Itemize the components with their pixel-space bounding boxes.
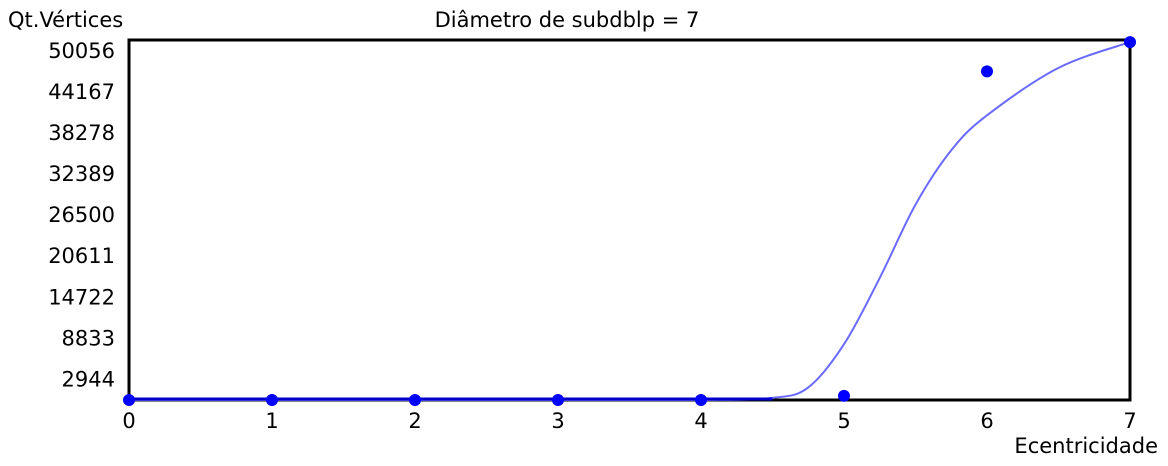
chart-title: Diâmetro de subdblp = 7	[435, 8, 700, 32]
y-tick-labels: 2944 8833 14722 20611 26500 32389 38278 44167 50…	[48, 39, 115, 392]
y-axis-label: Qt.Vértices	[8, 8, 123, 32]
y-tick-label: 50056	[48, 39, 115, 63]
x-tick-label: 4	[694, 409, 707, 433]
x-tick-label: 3	[551, 409, 564, 433]
plot-frame	[127, 38, 1132, 402]
x-tick-label: 5	[837, 409, 850, 433]
fitted-curve	[129, 41, 1131, 402]
x-tick-label: 0	[122, 409, 135, 433]
y-tick-label: 38278	[48, 121, 115, 145]
x-tick-label: 6	[980, 409, 993, 433]
y-tick-label: 26500	[48, 203, 115, 227]
data-point	[123, 394, 135, 406]
x-tick-label: 7	[1123, 409, 1136, 433]
data-point	[695, 394, 707, 406]
y-tick-label: 2944	[62, 367, 115, 391]
y-tick-label: 32389	[48, 162, 115, 186]
x-tick-labels: 0 1 2 3 4 5 6 7	[122, 409, 1136, 433]
data-point	[838, 389, 850, 402]
data-point	[1124, 36, 1136, 49]
x-axis-label: Ecentricidade	[1014, 434, 1158, 458]
y-tick-label: 20611	[48, 244, 115, 268]
data-point	[981, 65, 993, 78]
y-tick-label: 8833	[62, 326, 115, 350]
data-point	[409, 394, 421, 406]
data-point	[552, 394, 564, 406]
y-tick-label: 44167	[48, 80, 115, 104]
data-point	[266, 394, 278, 406]
x-tick-label: 1	[265, 409, 278, 433]
series-layer	[123, 36, 1136, 406]
x-tick-label: 2	[408, 409, 421, 433]
y-tick-label: 14722	[48, 285, 115, 309]
